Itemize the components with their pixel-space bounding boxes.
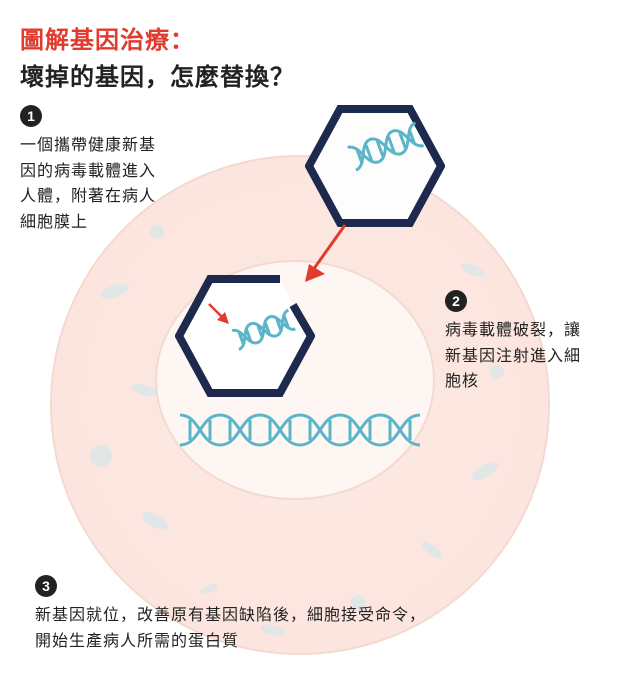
step-1: 1 一個攜帶健康新基因的病毒載體進入人體，附著在病人細胞膜上 [20, 105, 170, 235]
step-2: 2 病毒載體破裂，讓新基因注射進入細胞核 [445, 290, 595, 395]
step-1-text: 一個攜帶健康新基因的病毒載體進入人體，附著在病人細胞膜上 [20, 133, 170, 235]
title-colon: ： [170, 27, 195, 54]
step-3: 3 新基因就位，改善原有基因缺陷後，細胞接受命令， 開始生產病人所需的蛋白質 [35, 575, 515, 654]
step-3-text: 新基因就位，改善原有基因缺陷後，細胞接受命令， 開始生產病人所需的蛋白質 [35, 603, 515, 654]
step-3-badge: 3 [35, 575, 57, 597]
arrow-inject-icon [205, 300, 235, 330]
step-1-badge: 1 [20, 105, 42, 127]
virus-vector-outer-icon [305, 105, 445, 227]
header: 圖解基因治療： 壞掉的基因，怎麼替換？ [0, 0, 620, 92]
step-2-text: 病毒載體破裂，讓新基因注射進入細胞核 [445, 318, 595, 395]
diagram: 1 一個攜帶健康新基因的病毒載體進入人體，附著在病人細胞膜上 2 病毒載體破裂，… [0, 85, 620, 665]
virus-vector-nucleus-icon [175, 275, 315, 397]
step-2-badge: 2 [445, 290, 467, 312]
title-line1: 圖解基因治療： [20, 20, 600, 55]
title-highlight: 圖解基因治療 [20, 27, 170, 54]
dna-long-icon [180, 405, 420, 455]
organelle-blob [90, 445, 112, 467]
